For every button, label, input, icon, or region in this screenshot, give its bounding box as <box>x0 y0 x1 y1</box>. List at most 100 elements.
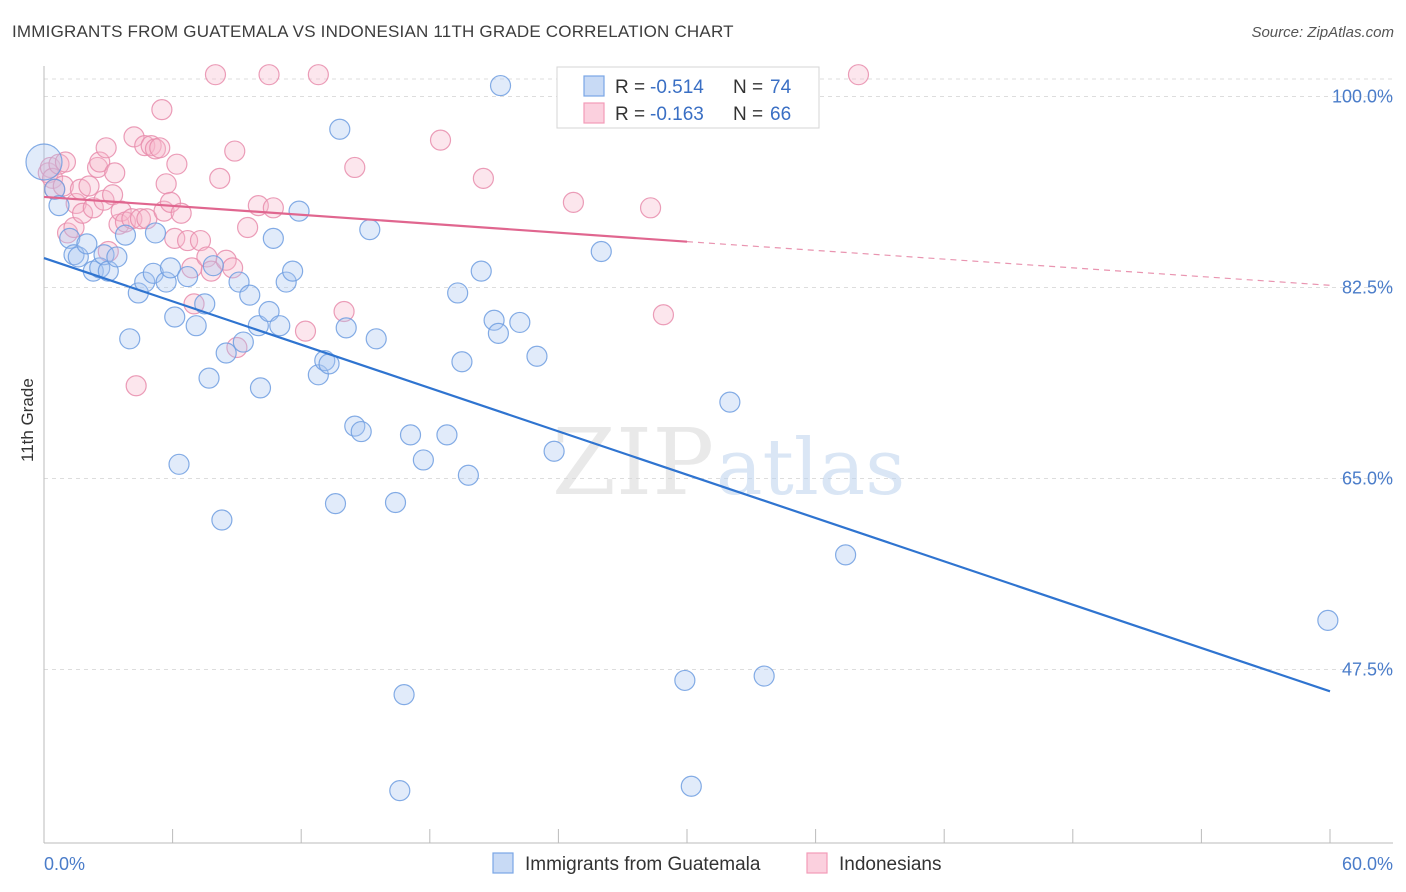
gridlines <box>44 78 1393 670</box>
data-point <box>457 464 479 486</box>
data-point <box>151 98 173 121</box>
data-point <box>487 322 509 344</box>
data-point <box>489 74 512 97</box>
data-point <box>447 282 469 304</box>
data-point <box>59 227 81 249</box>
data-point <box>198 367 220 389</box>
data-point <box>239 284 261 306</box>
legend-r-value-1: -0.514 <box>650 77 704 98</box>
data-point <box>237 216 259 239</box>
data-point <box>183 293 205 315</box>
data-point <box>753 665 775 687</box>
bottom-legend-label-guatemala: Immigrants from Guatemala <box>525 854 761 875</box>
data-point <box>282 260 304 282</box>
data-point <box>393 684 415 706</box>
data-point <box>125 375 147 397</box>
x-tick-label: 0.0% <box>44 854 85 874</box>
data-point <box>155 271 177 293</box>
legend-r-label-2: R = <box>615 104 645 125</box>
data-point <box>144 222 167 244</box>
data-point <box>680 775 702 797</box>
data-point <box>164 306 186 328</box>
data-point <box>262 227 284 249</box>
data-point <box>110 200 132 222</box>
x-tick-labels: 0.0% 60.0% <box>44 854 1393 874</box>
data-point <box>436 424 458 446</box>
data-point <box>189 229 212 252</box>
data-point <box>639 197 662 219</box>
data-point <box>384 491 407 514</box>
data-point <box>350 420 372 443</box>
bottom-legend-swatch-guatemala <box>492 852 514 874</box>
data-point <box>194 293 216 315</box>
data-point <box>170 202 192 224</box>
y-tick-labels: 47.5% 65.0% 82.5% 100.0% <box>1332 87 1393 680</box>
data-point <box>451 351 473 373</box>
legend-r-label-1: R = <box>615 77 645 98</box>
data-point <box>121 208 143 230</box>
data-point <box>324 493 347 515</box>
bottom-legend-swatch-indonesians <box>806 852 828 874</box>
data-point <box>224 140 246 162</box>
data-point <box>211 509 233 531</box>
legend-n-value-1: 74 <box>770 77 792 98</box>
data-point <box>119 328 141 350</box>
data-point <box>526 345 548 367</box>
data-point <box>114 224 137 246</box>
legend-n-label-2: N = <box>733 104 763 125</box>
data-point <box>472 167 494 189</box>
data-point <box>399 424 422 446</box>
data-point <box>202 255 224 277</box>
data-point <box>543 440 565 462</box>
data-point <box>333 300 355 323</box>
data-point <box>269 315 291 337</box>
data-point <box>48 195 70 217</box>
legend-n-value-2: 66 <box>770 104 791 125</box>
watermark: ZIP atlas <box>552 409 905 516</box>
series-legend: Immigrants from Guatemala Indonesians <box>492 852 941 875</box>
y-tick-label: 65.0% <box>1342 469 1393 489</box>
data-point <box>166 153 188 175</box>
data-point <box>359 219 381 241</box>
data-point <box>177 229 199 252</box>
legend-swatch-guatemala <box>583 75 605 97</box>
trend-lines <box>43 195 1331 693</box>
data-point <box>93 244 115 266</box>
data-point <box>67 246 89 268</box>
data-point <box>674 669 696 692</box>
data-point <box>1317 609 1339 631</box>
data-point <box>104 162 126 184</box>
series-indonesians <box>37 64 870 397</box>
data-point <box>177 265 199 288</box>
watermark-atlas: atlas <box>716 423 905 513</box>
data-point <box>71 202 94 224</box>
data-point <box>258 300 280 323</box>
chart-title: IMMIGRANTS FROM GUATEMALA VS INDONESIAN … <box>12 22 734 41</box>
data-point <box>590 240 612 263</box>
data-point <box>262 197 284 219</box>
data-point <box>509 311 531 334</box>
data-point <box>329 118 351 140</box>
data-point <box>25 143 63 181</box>
data-point <box>159 191 182 213</box>
data-point <box>307 64 329 86</box>
data-point <box>95 137 117 159</box>
legend-r-value-2: -0.163 <box>650 104 704 125</box>
data-point <box>159 257 182 279</box>
data-point <box>719 391 741 413</box>
data-point <box>129 208 152 230</box>
data-point <box>82 197 104 219</box>
data-point <box>847 64 870 86</box>
data-point <box>168 453 190 475</box>
data-point <box>652 304 675 326</box>
y-tick-label: 82.5% <box>1342 278 1393 298</box>
axes <box>43 66 1393 844</box>
data-point <box>249 377 272 399</box>
data-point <box>365 328 387 350</box>
data-point <box>76 233 98 255</box>
data-point <box>215 342 237 364</box>
series-guatemala <box>25 74 1339 802</box>
data-point <box>389 780 411 802</box>
bottom-legend-label-indonesians: Indonesians <box>839 854 941 875</box>
